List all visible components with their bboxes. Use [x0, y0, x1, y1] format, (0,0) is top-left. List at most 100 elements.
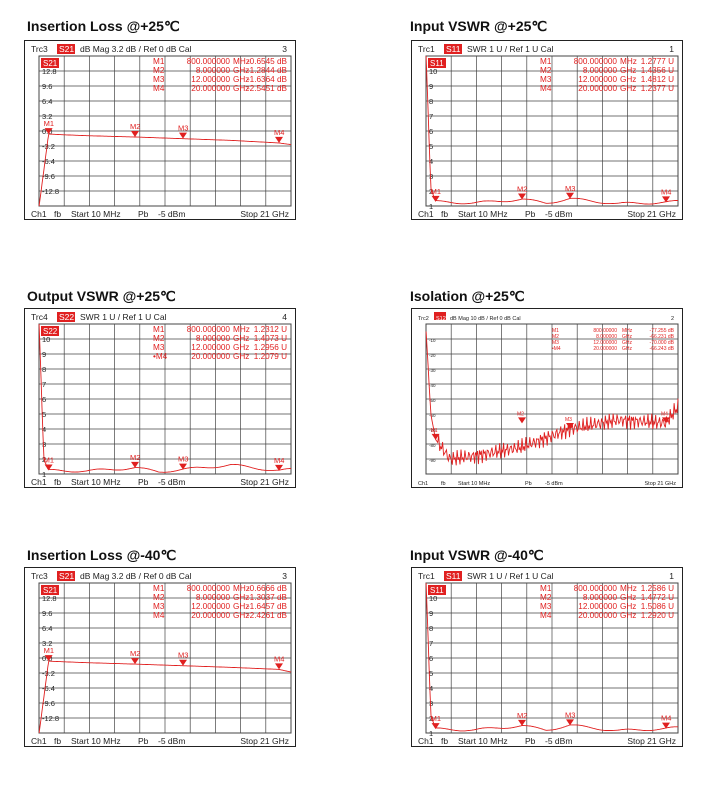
y-tick-label: 9 [42, 350, 46, 359]
y-tick-label: -3.2 [42, 669, 55, 678]
marker-table-id: M3 [153, 343, 165, 352]
footer-fb: fb [441, 736, 448, 746]
reference-badge [428, 58, 446, 68]
panel-title-insertion-loss-25: Insertion Loss @+25℃ [27, 18, 180, 34]
marker-table-value: 1.4812 U [641, 75, 674, 84]
marker-table-freq: 20.000000 [593, 346, 617, 352]
y-tick-label: 1 [42, 470, 46, 479]
marker-label: M3 [565, 710, 575, 719]
marker-table-value: -66.231 dB [650, 334, 675, 340]
y-tick-label: 6.4 [42, 97, 52, 106]
y-tick-label: -12.8 [42, 187, 59, 196]
vna-screen-input-vswr-25: Trc1 S11 SWR 1 U / Ref 1 U Cal 1 10 9 8 7 6 5 4 3 2 1… [411, 40, 683, 220]
marker-label: M4 [661, 714, 671, 723]
marker-table-unit: GHz [620, 75, 636, 84]
marker-triangle [275, 464, 283, 471]
trace-id-label: Trc1 [418, 44, 435, 54]
marker-label: M1 [431, 428, 438, 434]
measurement-trace [425, 55, 678, 205]
param-badge [57, 312, 75, 322]
reference-badge-label: S22 [43, 327, 58, 336]
y-tick-label: 9.6 [42, 609, 52, 618]
y-tick-label: 5 [429, 142, 433, 151]
footer-fb: fb [54, 477, 61, 487]
marker-triangle [44, 128, 53, 135]
trace-id-label: Trc2 [418, 316, 429, 322]
marker-table-unit: GHz [233, 611, 249, 620]
footer-power: -5 dBm [545, 481, 563, 487]
marker-table-freq: 12.000000 [191, 75, 230, 84]
marker-table-freq: 800.000000 [574, 57, 618, 66]
y-tick-label: -6.4 [42, 684, 55, 693]
y-tick-label: 12.8 [42, 67, 57, 76]
marker-triangle [431, 195, 440, 202]
trace-number: 1 [669, 571, 674, 581]
y-tick-label: 2 [429, 714, 433, 723]
marker-table-value: -70.000 dB [650, 340, 675, 346]
footer-pb: Pb [525, 209, 536, 219]
param-badge [434, 312, 446, 320]
marker-triangle [566, 719, 574, 726]
marker-label: M3 [178, 651, 188, 660]
marker-label: M4 [274, 456, 284, 465]
scale-ref-label: SWR 1 U / Ref 1 U Cal [467, 44, 554, 54]
measurement-trace [38, 660, 292, 734]
y-tick-label: 12.8 [42, 594, 57, 603]
param-badge [57, 571, 75, 581]
param-label: S22 [59, 312, 74, 322]
marker-label: M1 [44, 119, 54, 128]
marker-table-id: •M4 [153, 352, 168, 361]
y-tick-label: 1 [429, 729, 433, 738]
footer-start: Start 10 MHz [458, 209, 508, 219]
y-tick-label: 2 [429, 187, 433, 196]
marker-table-id: M3 [552, 340, 559, 346]
footer-power: -5 dBm [545, 209, 572, 219]
trace-number: 3 [282, 571, 287, 581]
marker-label: M2 [517, 711, 527, 720]
plot-isolation-25: Trc2 S12 dB Mag 10 dB / Ref 0 dB Cal 2 -10 -2… [418, 312, 679, 487]
marker-triangle [431, 433, 440, 440]
marker-triangle [518, 193, 526, 200]
footer-channel: Ch1 [31, 736, 47, 746]
footer-pb: Pb [525, 736, 536, 746]
marker-table-unit: MHz [233, 584, 250, 593]
marker-table-value: 1.2586 U [641, 584, 674, 593]
y-tick-label: 3 [42, 440, 46, 449]
marker-table-id: M1 [552, 328, 559, 334]
marker-table-freq: 20.000000 [191, 352, 230, 361]
footer-pb: Pb [138, 209, 149, 219]
marker-table-freq: 20.000000 [191, 84, 230, 93]
trace-number: 4 [282, 312, 287, 322]
marker-table-value: -1.3037 dB [247, 593, 288, 602]
marker-table-value: 1.2312 U [254, 325, 287, 334]
footer-power: -5 dBm [545, 736, 572, 746]
plot-input-vswr-25: Trc1 S11 SWR 1 U / Ref 1 U Cal 1 10 9 8 7 6 5 4 3 2 1… [418, 44, 679, 219]
marker-table-freq: 20.000000 [191, 611, 230, 620]
marker-triangle [662, 722, 670, 729]
marker-table-freq: 800.000000 [187, 325, 231, 334]
marker-triangle [566, 192, 574, 199]
y-tick-label: -90 [429, 458, 436, 463]
footer-fb: fb [54, 209, 61, 219]
y-tick-label: -3.2 [42, 142, 55, 151]
marker-table-freq: 800.00000 [593, 328, 617, 334]
marker-triangle [518, 417, 526, 424]
footer-fb: fb [441, 209, 448, 219]
marker-table-id: M3 [540, 75, 552, 84]
scale-ref-label: dB Mag 3.2 dB / Ref 0 dB Cal [80, 44, 192, 54]
marker-table-unit: GHz [233, 593, 249, 602]
y-tick-label: 7 [42, 380, 46, 389]
footer-pb: Pb [525, 481, 532, 487]
plot-insertion-loss-25: Trc3 S21 dB Mag 3.2 dB / Ref 0 dB Cal 3 12.8… [31, 44, 292, 219]
footer-pb: Pb [138, 736, 149, 746]
marker-table-unit: MHz [620, 584, 637, 593]
param-badge [444, 571, 462, 581]
y-tick-label: -70 [429, 428, 436, 433]
marker-table-freq: 800.000000 [187, 584, 231, 593]
marker-triangle [275, 136, 283, 143]
y-tick-label: -9.6 [42, 172, 55, 181]
y-tick-label: -60 [429, 413, 436, 418]
marker-table-value: -2.4261 dB [247, 611, 288, 620]
trace-number: 3 [282, 44, 287, 54]
trace-id-label: Trc4 [31, 312, 48, 322]
